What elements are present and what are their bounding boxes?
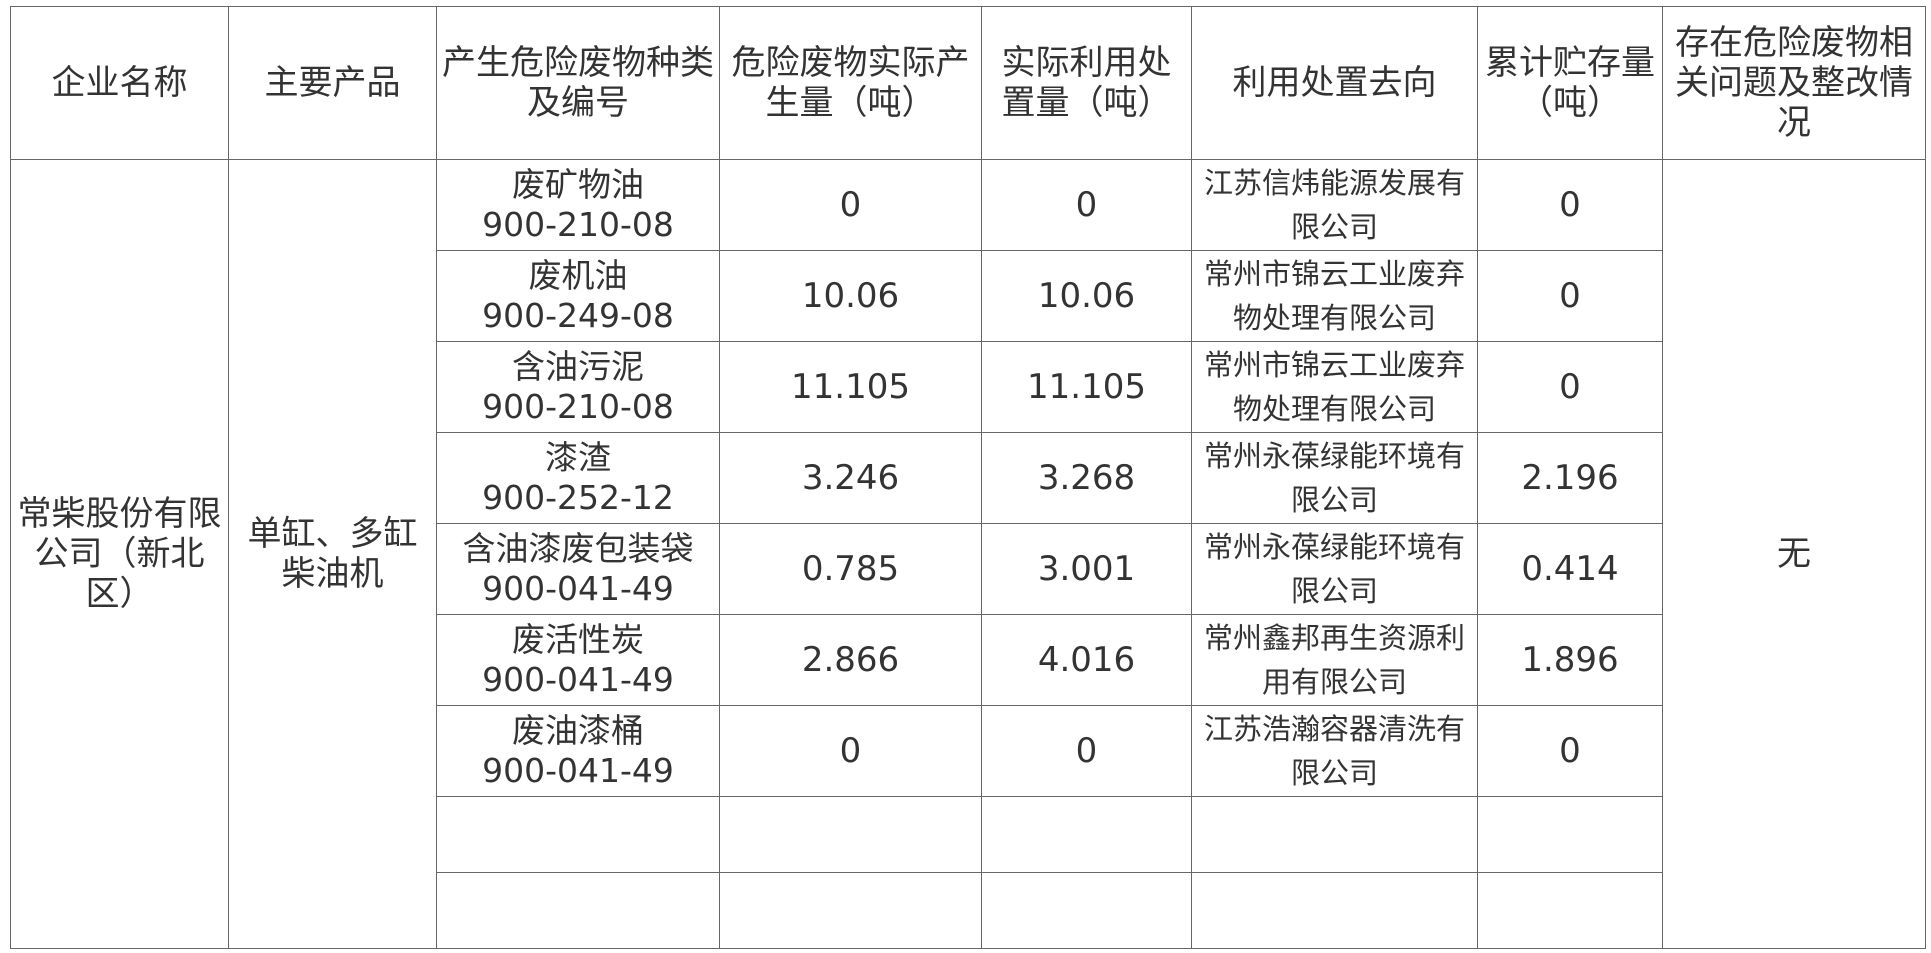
waste-name: 废机油 (528, 256, 628, 295)
waste-name: 漆渣 (545, 438, 611, 477)
stored-cell: 0 (1477, 705, 1663, 797)
blank-cell (436, 872, 720, 949)
destination-cell: 江苏浩瀚容器清洗有限公司 (1191, 705, 1478, 797)
waste-code: 900-041-49 (482, 660, 674, 699)
table-row: 废油漆桶 900-041-49 0 0 江苏浩瀚容器清洗有限公司 0 (11, 705, 1926, 797)
generated-cell: 0 (719, 705, 982, 797)
column-header: 存在危险废物相关问题及整改情况 (1662, 6, 1926, 160)
destination-cell: 常州鑫邦再生资源利用有限公司 (1191, 614, 1478, 706)
company-cell: 常柴股份有限公司（新北区） (10, 159, 229, 949)
waste-table: 企业名称 主要产品 产生危险废物种类及编号 危险废物实际产生量（吨） 实际利用处置量（吨… (10, 6, 1926, 949)
waste-cell: 废油漆桶 900-041-49 (436, 705, 720, 797)
problems-cell: 无 (1662, 159, 1926, 949)
waste-cell: 废矿物油 900-210-08 (436, 159, 720, 251)
blank-row (11, 796, 1926, 873)
disposed-cell: 0 (981, 159, 1192, 251)
column-header: 企业名称 (10, 6, 229, 160)
table-row: 常柴股份有限公司（新北区） 单缸、多缸柴油机 废矿物油 900-210-08 0 0 江苏信… (10, 159, 1926, 949)
column-header: 实际利用处置量（吨） (981, 6, 1192, 160)
waste-cell: 废机油 900-249-08 (436, 250, 720, 342)
waste-cell: 含油漆废包装袋 900-041-49 (436, 523, 720, 615)
waste-name: 含油漆废包装袋 (462, 529, 694, 568)
table-row: 废机油 900-249-08 10.06 10.06 常州市锦云工业废弃物处理有限公司 0 (11, 250, 1926, 342)
table-row: 含油漆废包装袋 900-041-49 0.785 3.001 常州永葆绿能环境有限公司 0… (11, 523, 1926, 615)
blank-cell (1191, 796, 1478, 873)
blank-row (11, 872, 1926, 949)
waste-cell: 漆渣 900-252-12 (436, 432, 720, 524)
waste-name: 废矿物油 (512, 165, 644, 204)
disposed-cell: 3.001 (981, 523, 1192, 615)
generated-cell: 2.866 (719, 614, 982, 706)
generated-cell: 11.105 (719, 341, 982, 433)
disposed-cell: 10.06 (981, 250, 1192, 342)
column-header: 主要产品 (228, 6, 437, 160)
column-header: 累计贮存量（吨） (1477, 6, 1663, 160)
blank-cell (981, 872, 1192, 949)
waste-cell: 废活性炭 900-041-49 (436, 614, 720, 706)
generated-cell: 0.785 (719, 523, 982, 615)
waste-code: 900-210-08 (482, 387, 674, 426)
column-header: 产生危险废物种类及编号 (436, 6, 720, 160)
waste-name: 含油污泥 (512, 347, 644, 386)
stored-cell: 1.896 (1477, 614, 1663, 706)
generated-cell: 10.06 (719, 250, 982, 342)
waste-cell: 含油污泥 900-210-08 (436, 341, 720, 433)
table-row: 漆渣 900-252-12 3.246 3.268 常州永葆绿能环境有限公司 2.196 (11, 432, 1926, 524)
disposed-cell: 11.105 (981, 341, 1192, 433)
disposed-cell: 4.016 (981, 614, 1192, 706)
destination-cell: 江苏信炜能源发展有限公司 (1191, 159, 1478, 251)
column-header: 危险废物实际产生量（吨） (719, 6, 982, 160)
blank-cell (719, 872, 982, 949)
table-body: 常柴股份有限公司（新北区） 单缸、多缸柴油机 废矿物油 900-210-08 0 0 江苏信… (10, 159, 1926, 949)
waste-code: 900-210-08 (482, 205, 674, 244)
blank-cell (1477, 796, 1663, 873)
product-cell: 单缸、多缸柴油机 (228, 159, 437, 949)
blank-cell (1477, 872, 1663, 949)
blank-cell (981, 796, 1192, 873)
destination-cell: 常州永葆绿能环境有限公司 (1191, 523, 1478, 615)
header-row: 企业名称 主要产品 产生危险废物种类及编号 危险废物实际产生量（吨） 实际利用处置量（吨… (10, 6, 1926, 160)
column-header: 利用处置去向 (1191, 6, 1478, 160)
blank-cell (719, 796, 982, 873)
waste-code: 900-041-49 (482, 569, 674, 608)
generated-cell: 0 (719, 159, 982, 251)
blank-cell (1191, 872, 1478, 949)
stored-cell: 0 (1477, 341, 1663, 433)
blank-cell (436, 796, 720, 873)
waste-name: 废油漆桶 (512, 711, 644, 750)
destination-cell: 常州市锦云工业废弃物处理有限公司 (1191, 250, 1478, 342)
waste-code: 900-249-08 (482, 296, 674, 335)
destination-cell: 常州永葆绿能环境有限公司 (1191, 432, 1478, 524)
table-row: 含油污泥 900-210-08 11.105 11.105 常州市锦云工业废弃物处理有限… (11, 341, 1926, 433)
destination-cell: 常州市锦云工业废弃物处理有限公司 (1191, 341, 1478, 433)
waste-code: 900-041-49 (482, 751, 674, 790)
stored-cell: 0.414 (1477, 523, 1663, 615)
disposed-cell: 3.268 (981, 432, 1192, 524)
waste-code: 900-252-12 (482, 478, 674, 517)
generated-cell: 3.246 (719, 432, 982, 524)
stored-cell: 0 (1477, 159, 1663, 251)
stored-cell: 2.196 (1477, 432, 1663, 524)
stored-cell: 0 (1477, 250, 1663, 342)
table-row: 废活性炭 900-041-49 2.866 4.016 常州鑫邦再生资源利用有限公司 1.… (11, 614, 1926, 706)
waste-name: 废活性炭 (512, 620, 644, 659)
disposed-cell: 0 (981, 705, 1192, 797)
